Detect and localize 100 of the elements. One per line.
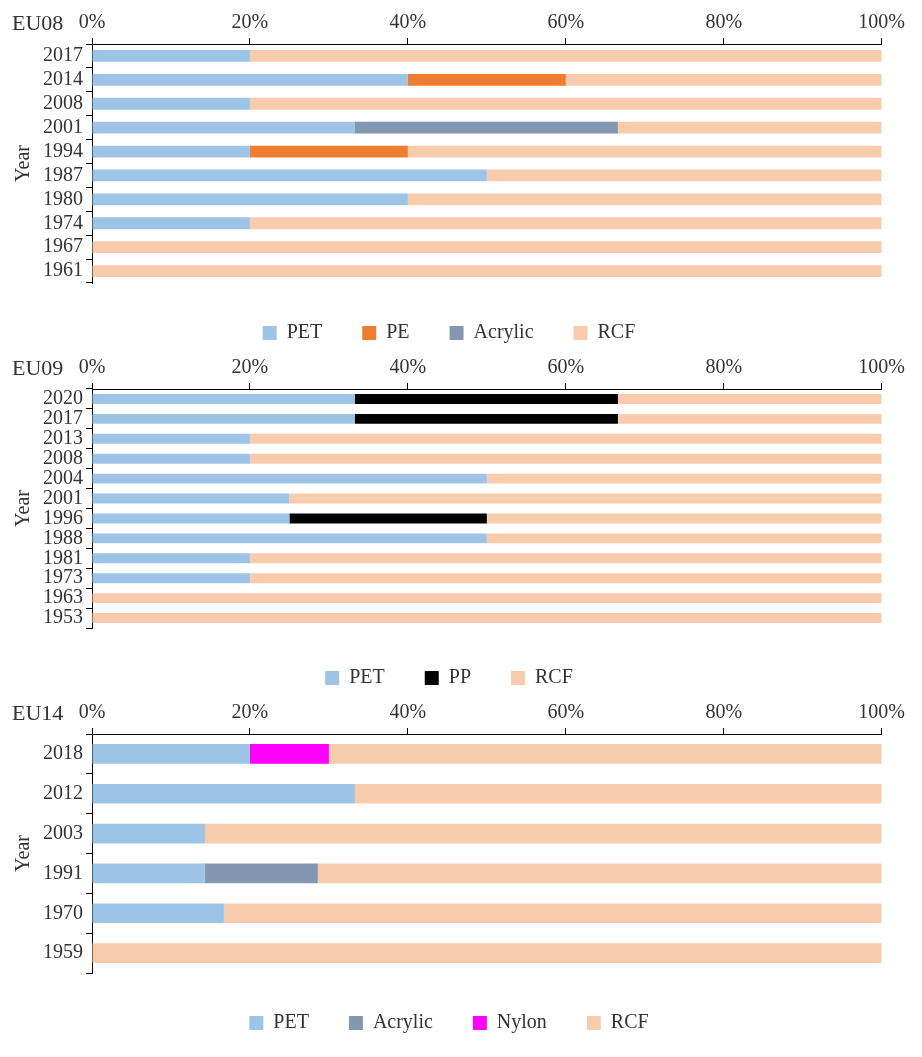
- x-tick-label: 0%: [78, 355, 106, 378]
- bar: [407, 193, 882, 206]
- y-axis-title: Year: [11, 489, 34, 527]
- bar: [92, 169, 487, 182]
- bar: [486, 533, 882, 544]
- y-tick-label: 2018: [43, 741, 83, 764]
- y-tick-label: 2008: [43, 91, 83, 113]
- bar: [92, 593, 882, 604]
- legend-label: PET: [349, 665, 385, 688]
- legend-label: RCF: [597, 320, 636, 343]
- bar: [617, 394, 882, 404]
- bar: [92, 453, 250, 464]
- bar: [92, 493, 290, 504]
- bar: [92, 863, 205, 884]
- x-tick-label: 80%: [705, 10, 743, 33]
- y-tick-label: 1959: [43, 940, 83, 963]
- bar: [92, 73, 408, 86]
- bar: [92, 217, 250, 230]
- x-tick-label: 40%: [389, 700, 427, 723]
- y-tick-label: 1981: [43, 545, 83, 568]
- bar: [92, 573, 250, 584]
- bar: [249, 573, 882, 584]
- bar: [92, 473, 487, 484]
- x-tick-label: 80%: [705, 700, 743, 723]
- bar: [92, 145, 250, 158]
- y-tick-label: 1961: [43, 258, 83, 281]
- y-tick-label: 1988: [43, 525, 83, 548]
- y-axis-title: Year: [11, 144, 34, 182]
- bar: [92, 97, 250, 110]
- y-tick-label: 2012: [43, 781, 83, 803]
- x-tick-label: 20%: [231, 700, 269, 723]
- legend-label: PET: [286, 320, 323, 343]
- chart-title: EU08: [12, 10, 64, 36]
- y-tick-label: 1994: [43, 138, 83, 161]
- x-tick-label: 40%: [389, 10, 427, 33]
- bar: [92, 903, 224, 924]
- bar: [249, 744, 329, 764]
- x-tick-label: 100%: [858, 700, 906, 723]
- bar: [249, 50, 882, 62]
- bar: [249, 217, 882, 230]
- x-tick-label: 100%: [858, 355, 906, 378]
- y-tick-label: 1996: [43, 505, 83, 528]
- x-tick-label: 60%: [547, 355, 585, 378]
- chart-title: EU14: [12, 700, 64, 726]
- bar: [92, 241, 882, 254]
- bar: [92, 744, 250, 764]
- bar: [92, 533, 487, 544]
- bar: [92, 50, 250, 62]
- x-tick-label: 60%: [547, 10, 585, 33]
- x-tick-label: 0%: [78, 10, 106, 33]
- y-tick-label: 2004: [43, 465, 83, 488]
- y-tick-label: 2017: [43, 406, 83, 429]
- legend-label: Nylon: [496, 1010, 547, 1034]
- bar: [249, 433, 882, 444]
- bar: [354, 121, 618, 134]
- bar: [92, 613, 882, 623]
- legend-label: PP: [448, 665, 471, 688]
- x-tick-label: 20%: [231, 355, 269, 378]
- y-tick-label: 2014: [43, 67, 83, 90]
- y-axis-title: Year: [11, 834, 34, 872]
- bar: [204, 823, 882, 844]
- bar: [617, 121, 882, 134]
- bar: [92, 783, 355, 804]
- y-tick-label: 2003: [43, 820, 83, 843]
- y-tick-label: 1973: [43, 565, 83, 588]
- y-tick-label: 1980: [43, 186, 83, 209]
- bar: [407, 145, 882, 158]
- x-tick-label: 60%: [547, 700, 585, 723]
- y-tick-label: 1970: [43, 900, 83, 923]
- x-tick-label: 40%: [389, 355, 427, 378]
- bar: [565, 73, 882, 86]
- y-tick-label: 2020: [43, 386, 83, 409]
- bar: [289, 493, 882, 504]
- y-tick-label: 1974: [43, 210, 83, 233]
- bar: [617, 413, 882, 424]
- legend-label: RCF: [610, 1010, 649, 1033]
- bar: [328, 744, 882, 764]
- bar: [317, 863, 882, 884]
- bar: [249, 97, 882, 110]
- bar: [92, 513, 290, 524]
- bar: [92, 553, 250, 564]
- y-tick-label: 1967: [43, 234, 83, 257]
- bar: [92, 121, 355, 134]
- x-tick-label: 20%: [231, 10, 269, 33]
- x-tick-label: 80%: [705, 355, 743, 378]
- y-tick-label: 1953: [43, 605, 83, 628]
- bar: [354, 394, 618, 404]
- bar: [92, 823, 205, 844]
- chart-title: EU09: [12, 355, 64, 381]
- bar: [92, 265, 882, 277]
- bar: [249, 553, 882, 564]
- bar: [92, 193, 408, 206]
- x-tick-label: 100%: [858, 10, 906, 33]
- y-tick-label: 1991: [43, 860, 83, 883]
- y-tick-label: 2017: [43, 43, 83, 66]
- legend-label: Acrylic: [372, 1010, 433, 1034]
- y-tick-label: 2001: [43, 485, 83, 508]
- bar: [249, 453, 882, 464]
- y-tick-label: 1963: [43, 585, 83, 608]
- bar: [486, 473, 882, 484]
